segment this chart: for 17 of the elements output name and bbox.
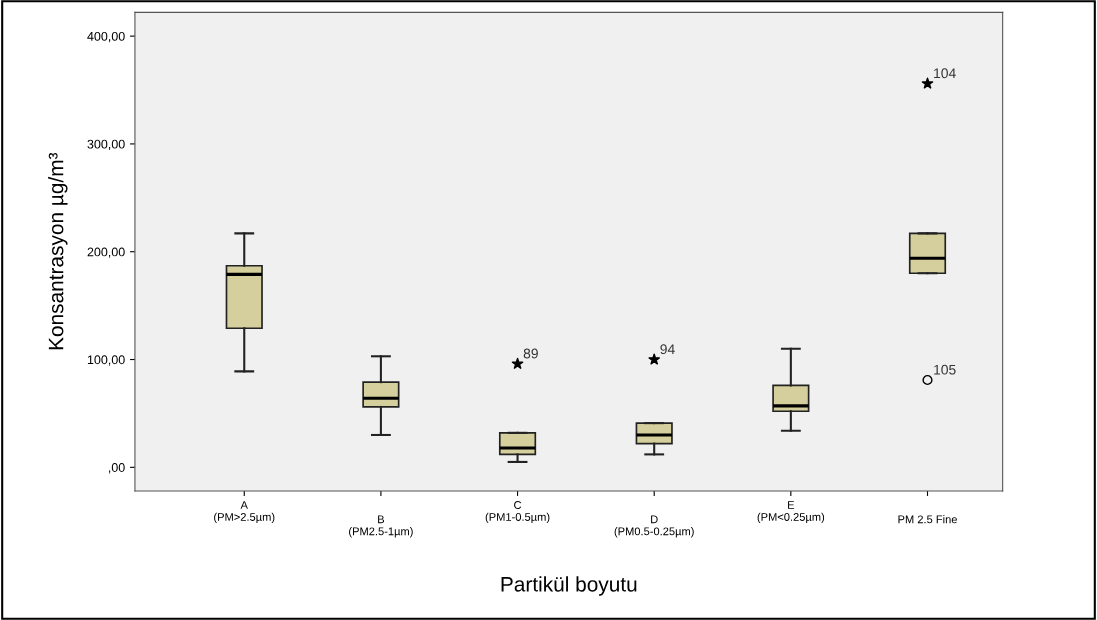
y-tick-label: 100,00 <box>87 355 125 366</box>
y-axis-title: Konsantrasyon µg/m³ <box>48 152 68 350</box>
x-tick-label: E (PM<0.25µm) <box>757 501 825 524</box>
x-tick-label: C (PM1-0.5µm) <box>485 501 550 524</box>
x-tick-label: B (PM2.5-1µm) <box>349 515 413 538</box>
x-tick-label: D (PM0.5-0.25µm) <box>614 515 694 538</box>
y-tick-label: 300,00 <box>87 139 125 151</box>
x-axis-title: Partikül boyutu <box>501 576 637 596</box>
annotation: 105 <box>934 364 956 375</box>
x-tick-label: PM 2.5 Fine <box>898 515 957 524</box>
y-tick-label: 200,00 <box>87 247 125 258</box>
x-tick-label: A (PM>2.5µm) <box>214 501 275 524</box>
annotation: 89 <box>523 348 538 359</box>
y-tick-label: ,00 <box>108 463 125 474</box>
y-tick-label: 400,00 <box>87 31 125 43</box>
annotation: 104 <box>934 68 956 79</box>
annotation: 94 <box>660 344 675 355</box>
